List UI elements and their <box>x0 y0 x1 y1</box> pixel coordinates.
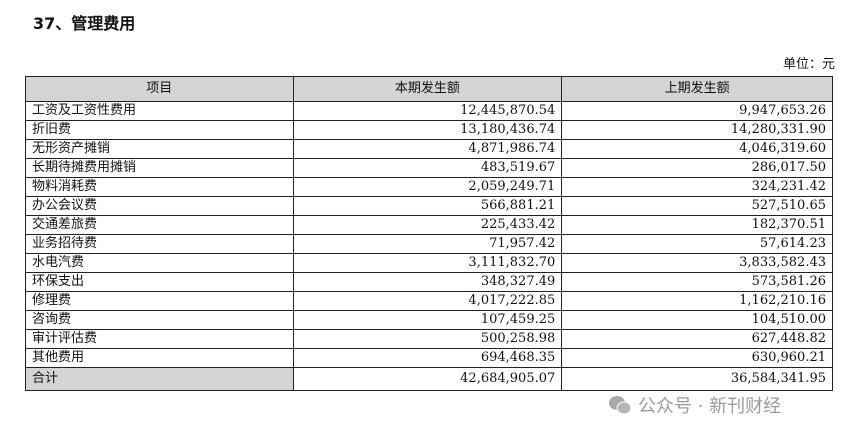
cell-current: 12,445,870.54 <box>292 101 563 121</box>
table-row: 环保支出 348,327.49 573,581.26 <box>25 272 833 292</box>
expense-table: 项目 本期发生额 上期发生额 工资及工资性费用 12,445,870.54 9,94… <box>25 76 833 391</box>
cell-previous: 36,584,341.95 <box>561 367 833 391</box>
cell-current: 4,017,222.85 <box>292 291 563 311</box>
table-row: 办公会议费 566,881.21 527,510.65 <box>25 196 833 216</box>
table-row: 交通差旅费 225,433.42 182,370.51 <box>25 215 833 235</box>
cell-item: 无形资产摊销 <box>25 139 294 159</box>
cell-current: 225,433.42 <box>292 215 563 235</box>
cell-item: 水电汽费 <box>25 253 294 273</box>
table-row: 无形资产摊销 4,871,986.74 4,046,319.60 <box>25 139 833 159</box>
cell-previous: 324,231.42 <box>561 177 833 197</box>
cell-current: 3,111,832.70 <box>292 253 563 273</box>
cell-item: 咨询费 <box>25 310 294 330</box>
cell-current: 694,468.35 <box>292 348 563 368</box>
table-row: 咨询费 107,459.25 104,510.00 <box>25 310 833 330</box>
cell-item: 修理费 <box>25 291 294 311</box>
total-row: 合计 42,684,905.07 36,584,341.95 <box>25 367 833 391</box>
cell-previous: 527,510.65 <box>561 196 833 216</box>
cell-current: 42,684,905.07 <box>292 367 563 391</box>
cell-item: 其他费用 <box>25 348 294 368</box>
cell-previous: 4,046,319.60 <box>561 139 833 159</box>
table-row: 长期待摊费用摊销 483,519.67 286,017.50 <box>25 158 833 178</box>
table-row: 折旧费 13,180,436.74 14,280,331.90 <box>25 120 833 140</box>
cell-current: 566,881.21 <box>292 196 563 216</box>
table-row: 工资及工资性费用 12,445,870.54 9,947,653.26 <box>25 101 833 121</box>
unit-label: 单位：元 <box>782 57 835 72</box>
cell-item: 办公会议费 <box>25 196 294 216</box>
table-row: 物料消耗费 2,059,249.71 324,231.42 <box>25 177 833 197</box>
cell-previous: 1,162,210.16 <box>561 291 833 311</box>
watermark: 公众号 · 新刊财经 <box>608 392 781 418</box>
wechat-icon <box>609 396 632 415</box>
cell-current: 4,871,986.74 <box>292 139 563 159</box>
cell-current: 500,258.98 <box>292 329 563 349</box>
cell-current: 107,459.25 <box>292 310 563 330</box>
table-row: 水电汽费 3,111,832.70 3,833,582.43 <box>25 253 833 273</box>
cell-previous: 104,510.00 <box>561 310 833 330</box>
cell-item: 业务招待费 <box>25 234 294 254</box>
watermark-text: 公众号 · 新刊财经 <box>638 396 782 417</box>
cell-item: 合计 <box>25 367 294 391</box>
cell-previous: 286,017.50 <box>561 158 833 178</box>
cell-previous: 573,581.26 <box>561 272 833 292</box>
cell-item: 审计评估费 <box>25 329 294 349</box>
header-previous: 上期发生额 <box>561 76 833 102</box>
cell-previous: 14,280,331.90 <box>561 120 833 140</box>
table-row: 修理费 4,017,222.85 1,162,210.16 <box>25 291 833 311</box>
cell-previous: 627,448.82 <box>561 329 833 349</box>
cell-item: 长期待摊费用摊销 <box>25 158 294 178</box>
cell-item: 环保支出 <box>25 272 294 292</box>
cell-current: 13,180,436.74 <box>292 120 563 140</box>
cell-previous: 9,947,653.26 <box>561 101 833 121</box>
section-title: 37、管理费用 <box>33 14 136 33</box>
header-current: 本期发生额 <box>292 76 563 102</box>
cell-current: 2,059,249.71 <box>292 177 563 197</box>
cell-current: 71,957.42 <box>292 234 563 254</box>
cell-previous: 182,370.51 <box>561 215 833 235</box>
cell-previous: 57,614.23 <box>561 234 833 254</box>
table-row: 审计评估费 500,258.98 627,448.82 <box>25 329 833 349</box>
table-row: 其他费用 694,468.35 630,960.21 <box>25 348 833 368</box>
cell-item: 交通差旅费 <box>25 215 294 235</box>
cell-current: 348,327.49 <box>292 272 563 292</box>
cell-previous: 630,960.21 <box>561 348 833 368</box>
cell-previous: 3,833,582.43 <box>561 253 833 273</box>
cell-item: 工资及工资性费用 <box>25 101 294 121</box>
header-item: 项目 <box>25 76 294 102</box>
cell-item: 折旧费 <box>25 120 294 140</box>
table-row: 业务招待费 71,957.42 57,614.23 <box>25 234 833 254</box>
cell-current: 483,519.67 <box>292 158 563 178</box>
table-header: 项目 本期发生额 上期发生额 <box>25 76 833 102</box>
cell-item: 物料消耗费 <box>25 177 294 197</box>
